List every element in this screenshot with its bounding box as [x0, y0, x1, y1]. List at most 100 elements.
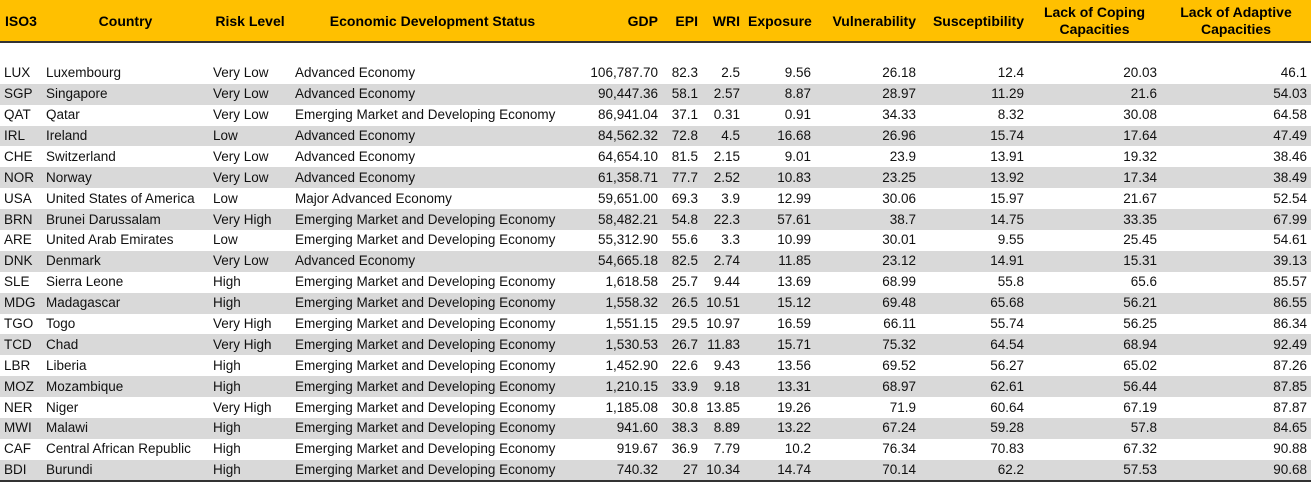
- table-row[interactable]: IRL Ireland Low Advanced Economy 84,562.32 72…: [0, 125, 1311, 147]
- lack-adaptive-cell: 38.46: [1161, 146, 1311, 168]
- economic-status-cell: Advanced Economy: [291, 62, 574, 84]
- column-header-susceptibility[interactable]: Susceptibility: [920, 0, 1028, 43]
- table-row[interactable]: QAT Qatar Very Low Emerging Market and Deve…: [0, 104, 1311, 126]
- exposure-cell: 19.26: [744, 397, 815, 419]
- lack-coping-cell: 17.34: [1028, 167, 1161, 189]
- table-row[interactable]: CHE Switzerland Very Low Advanced Economy 64…: [0, 146, 1311, 168]
- economic-status-cell: Emerging Market and Developing Economy: [291, 355, 574, 377]
- economic-status-cell: Emerging Market and Developing Economy: [291, 459, 574, 482]
- iso3-cell: NOR: [0, 167, 42, 189]
- exposure-cell: 12.99: [744, 188, 815, 210]
- risk-level-cell: High: [209, 271, 291, 293]
- susceptibility-cell: 55.8: [920, 271, 1028, 293]
- iso3-cell: SGP: [0, 83, 42, 105]
- risk-level-cell: Low: [209, 188, 291, 210]
- table-row[interactable]: BRN Brunei Darussalam Very High Emerging Ma…: [0, 209, 1311, 231]
- risk-level-cell: Very Low: [209, 62, 291, 84]
- lack-coping-cell: 21.67: [1028, 188, 1161, 210]
- lack-adaptive-cell: 64.58: [1161, 104, 1311, 126]
- column-header-epi[interactable]: EPI: [662, 0, 702, 43]
- country-cell: Malawi: [42, 418, 209, 439]
- vulnerability-cell: 70.14: [815, 459, 920, 482]
- table-row[interactable]: MOZ Mozambique High Emerging Market and Dev…: [0, 376, 1311, 398]
- susceptibility-cell: 15.97: [920, 188, 1028, 210]
- gdp-cell: 1,452.90: [574, 355, 662, 377]
- table-row[interactable]: TCD Chad Very High Emerging Market and Deve…: [0, 334, 1311, 356]
- wri-cell: 10.51: [702, 292, 744, 314]
- vulnerability-cell: 69.48: [815, 292, 920, 314]
- table-row[interactable]: SLE Sierra Leone High Emerging Market and D…: [0, 271, 1311, 293]
- table-row[interactable]: NER Niger Very High Emerging Market and Dev…: [0, 397, 1311, 419]
- epi-cell: 72.8: [662, 125, 702, 147]
- iso3-cell: TGO: [0, 313, 42, 335]
- vulnerability-cell: 38.7: [815, 209, 920, 231]
- vulnerability-cell: 67.24: [815, 418, 920, 439]
- vulnerability-cell: 23.12: [815, 250, 920, 272]
- epi-cell: 58.1: [662, 83, 702, 105]
- exposure-cell: 13.22: [744, 418, 815, 439]
- lack-adaptive-cell: 38.49: [1161, 167, 1311, 189]
- exposure-cell: 9.56: [744, 62, 815, 84]
- economic-status-cell: Advanced Economy: [291, 125, 574, 147]
- exposure-cell: 9.01: [744, 146, 815, 168]
- susceptibility-cell: 8.32: [920, 104, 1028, 126]
- table-row[interactable]: ARE United Arab Emirates Low Emerging Marke…: [0, 230, 1311, 251]
- table-row[interactable]: DNK Denmark Very Low Advanced Economy 54,665…: [0, 250, 1311, 272]
- table-row[interactable]: MDG Madagascar High Emerging Market and Dev…: [0, 292, 1311, 314]
- wri-cell: 2.5: [702, 62, 744, 84]
- epi-cell: 82.5: [662, 250, 702, 272]
- table-row[interactable]: USA United States of America Low Major Adva…: [0, 188, 1311, 210]
- country-cell: Sierra Leone: [42, 271, 209, 293]
- lack-coping-cell: 25.45: [1028, 230, 1161, 251]
- column-header-lack-coping[interactable]: Lack of Coping Capacities: [1028, 0, 1161, 43]
- table-body: LUX Luxembourg Very Low Advanced Economy 106…: [0, 42, 1311, 482]
- lack-coping-cell: 57.8: [1028, 418, 1161, 439]
- gdp-cell: 90,447.36: [574, 83, 662, 105]
- table-row[interactable]: LUX Luxembourg Very Low Advanced Economy 106…: [0, 62, 1311, 84]
- table-row[interactable]: MWI Malawi High Emerging Market and Develop…: [0, 418, 1311, 439]
- vulnerability-cell: 68.97: [815, 376, 920, 398]
- wri-cell: 9.18: [702, 376, 744, 398]
- country-cell: Luxembourg: [42, 62, 209, 84]
- column-header-risk-level[interactable]: Risk Level: [209, 0, 291, 43]
- exposure-cell: 8.87: [744, 83, 815, 105]
- exposure-cell: 13.31: [744, 376, 815, 398]
- column-header-gdp[interactable]: GDP: [574, 0, 662, 43]
- gdp-cell: 1,551.15: [574, 313, 662, 335]
- column-header-lack-adaptive[interactable]: Lack of Adaptive Capacities: [1161, 0, 1311, 43]
- economic-status-cell: Emerging Market and Developing Economy: [291, 397, 574, 419]
- economic-status-cell: Major Advanced Economy: [291, 188, 574, 210]
- table-row[interactable]: SGP Singapore Very Low Advanced Economy 90,4…: [0, 83, 1311, 105]
- exposure-cell: 15.71: [744, 334, 815, 356]
- iso3-cell: LBR: [0, 355, 42, 377]
- table-row[interactable]: NOR Norway Very Low Advanced Economy 61,358.…: [0, 167, 1311, 189]
- economic-status-cell: Advanced Economy: [291, 146, 574, 168]
- table-row[interactable]: BDI Burundi High Emerging Market and Develo…: [0, 459, 1311, 482]
- vulnerability-cell: 68.99: [815, 271, 920, 293]
- iso3-cell: CHE: [0, 146, 42, 168]
- exposure-cell: 11.85: [744, 250, 815, 272]
- iso3-cell: BRN: [0, 209, 42, 231]
- column-header-vulnerability[interactable]: Vulnerability: [815, 0, 920, 43]
- column-header-country[interactable]: Country: [42, 0, 209, 43]
- risk-level-cell: Low: [209, 125, 291, 147]
- lack-adaptive-cell: 47.49: [1161, 125, 1311, 147]
- column-header-wri[interactable]: WRI: [702, 0, 744, 43]
- economic-status-cell: Emerging Market and Developing Economy: [291, 313, 574, 335]
- column-header-iso3[interactable]: ISO3: [0, 0, 42, 43]
- risk-level-cell: High: [209, 355, 291, 377]
- country-cell: United States of America: [42, 188, 209, 210]
- epi-cell: 29.5: [662, 313, 702, 335]
- table-row[interactable]: TGO Togo Very High Emerging Market and Deve…: [0, 313, 1311, 335]
- susceptibility-cell: 14.91: [920, 250, 1028, 272]
- country-cell: Brunei Darussalam: [42, 209, 209, 231]
- wri-cell: 22.3: [702, 209, 744, 231]
- risk-level-cell: High: [209, 418, 291, 439]
- column-header-economic-status[interactable]: Economic Development Status: [291, 0, 574, 43]
- table-row[interactable]: CAF Central African Republic High Emerging …: [0, 438, 1311, 460]
- lack-coping-cell: 21.6: [1028, 83, 1161, 105]
- country-cell: Singapore: [42, 83, 209, 105]
- table-row[interactable]: LBR Liberia High Emerging Market and Develo…: [0, 355, 1311, 377]
- column-header-exposure[interactable]: Exposure: [744, 0, 815, 43]
